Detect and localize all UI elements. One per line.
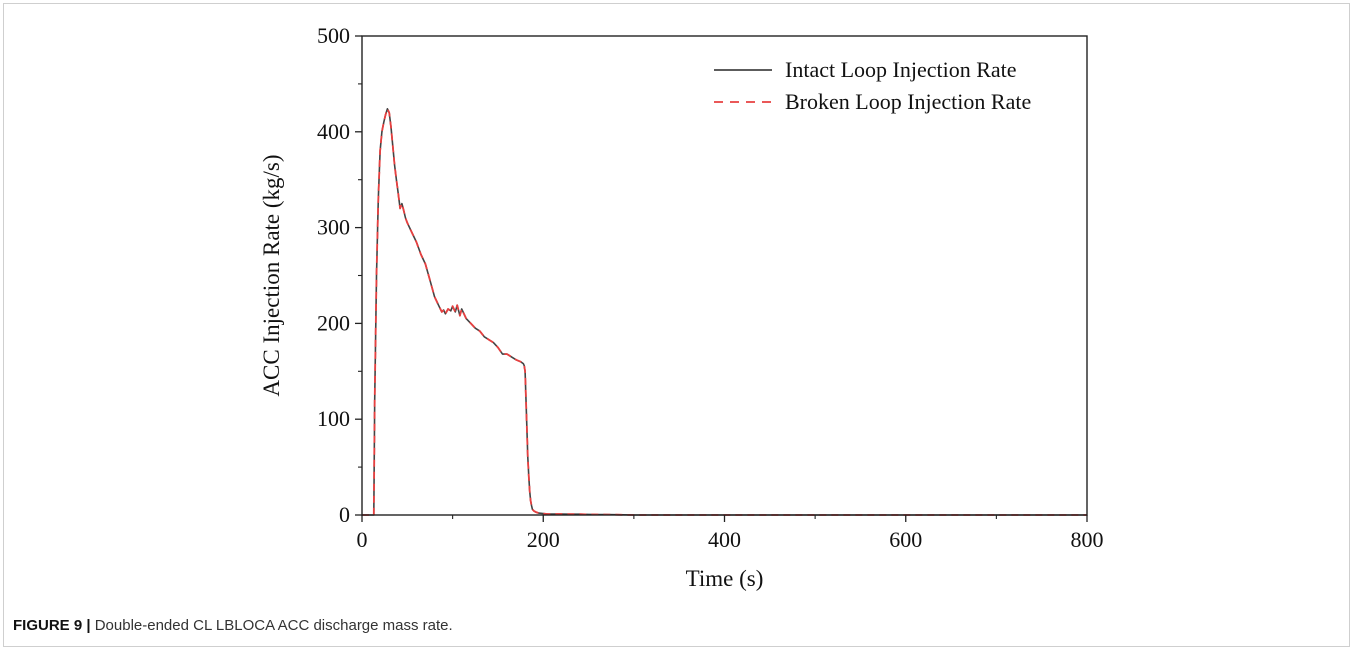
figure-frame	[3, 3, 1350, 647]
x-tick-label: 800	[1071, 527, 1104, 552]
y-axis-label: ACC Injection Rate (kg/s)	[259, 154, 284, 396]
x-tick-label: 0	[357, 527, 368, 552]
legend-label: Broken Loop Injection Rate	[785, 89, 1031, 114]
x-tick-label: 400	[708, 527, 741, 552]
ticks-layer: 0 200 400 600 800 0 100 200 300 400 500	[317, 23, 1104, 552]
x-axis-label: Time (s)	[686, 566, 764, 591]
y-tick-label: 200	[317, 310, 350, 335]
legend-label: Intact Loop Injection Rate	[785, 57, 1017, 82]
series-line-intact-loop	[362, 108, 1087, 516]
y-tick-label: 0	[339, 502, 350, 527]
series-line-broken-loop	[362, 107, 1087, 516]
caption-text: Double-ended CL LBLOCA ACC discharge mas…	[94, 617, 453, 634]
y-tick-label: 300	[317, 215, 350, 240]
figure-label: FIGURE 9 |	[13, 617, 91, 634]
x-tick-label: 600	[889, 527, 922, 552]
figure-caption: FIGURE 9 | Double-ended CL LBLOCA ACC di…	[13, 617, 453, 634]
y-tick-label: 500	[317, 23, 350, 48]
y-tick-label: 100	[317, 406, 350, 431]
legend: Intact Loop Injection Rate Broken Loop In…	[714, 57, 1031, 114]
y-tick-label: 400	[317, 119, 350, 144]
x-tick-label: 200	[527, 527, 560, 552]
series-layer	[362, 107, 1087, 516]
line-chart: 0 200 400 600 800 0 100 200 300 400 500 Time (s) A…	[259, 23, 1104, 591]
